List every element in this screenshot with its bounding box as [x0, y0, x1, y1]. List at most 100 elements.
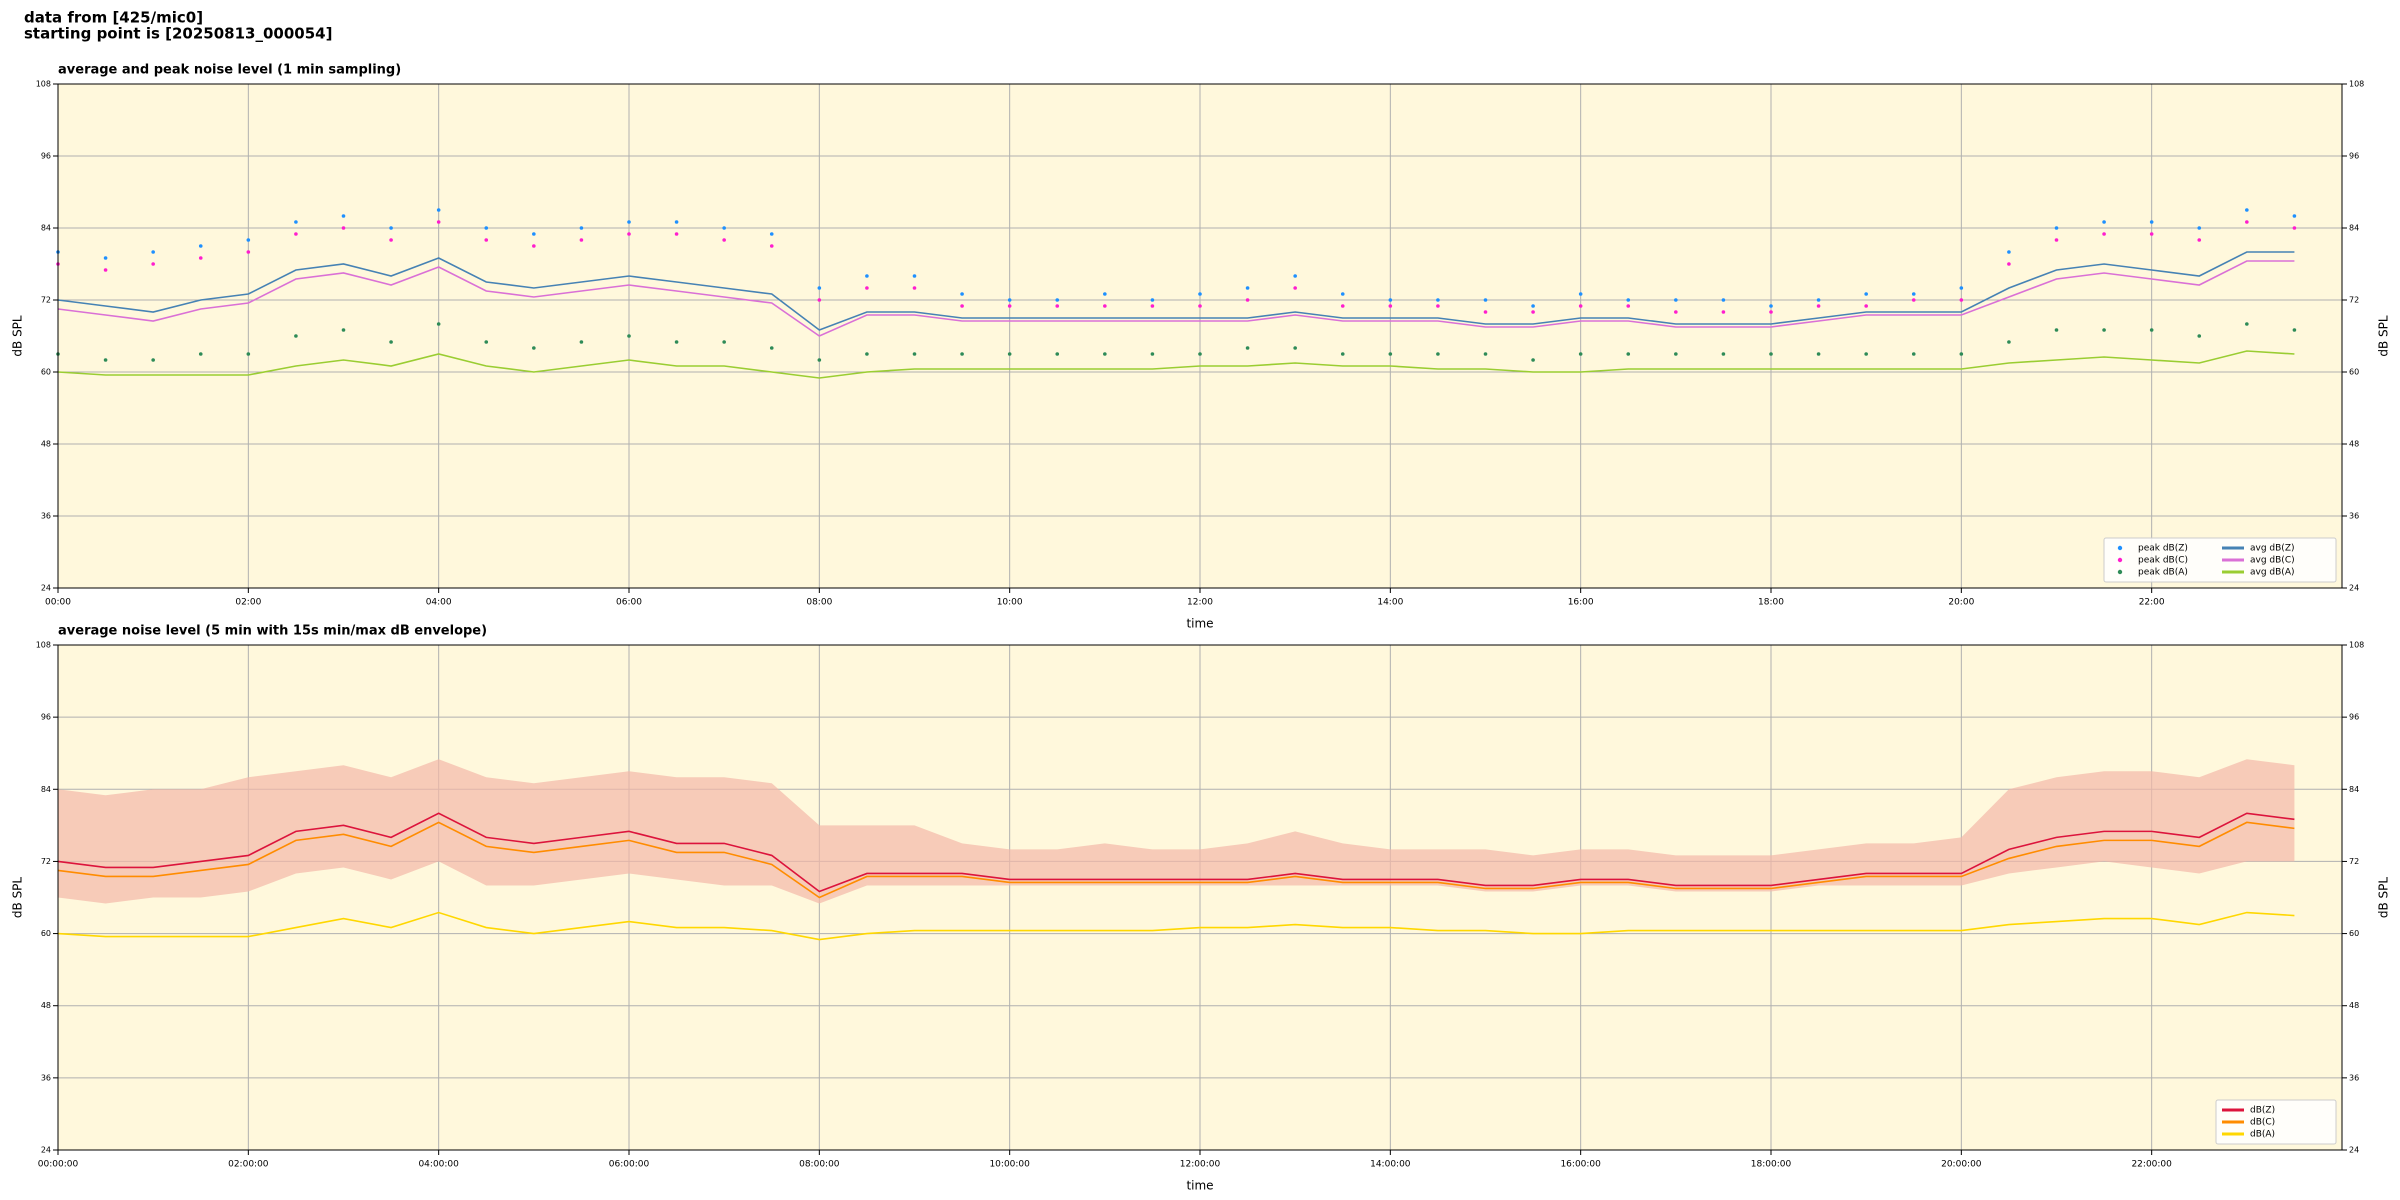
plot-frame	[57, 644, 2343, 1151]
x-tick-label: 02:00:00	[228, 1160, 269, 1170]
peak-dot	[1864, 352, 1868, 356]
peak-dot	[960, 292, 964, 296]
peak-dot	[865, 352, 869, 356]
y-axis-label: dB SPL	[11, 877, 25, 919]
peak-dot	[769, 346, 774, 350]
x-tick-label: 12:00:00	[1180, 1160, 1221, 1170]
x-axis-label: time	[1186, 1179, 1213, 1193]
legend-label: dB(A)	[2250, 1130, 2275, 1140]
peak-dot	[722, 340, 726, 344]
peak-dot	[389, 226, 393, 230]
y-tick-label-right: 108	[2349, 641, 2364, 650]
x-tick-label: 14:00:00	[1370, 1160, 1411, 1170]
legend-box	[2103, 537, 2337, 583]
peak-dot	[1578, 304, 1583, 308]
peak-dot	[2149, 220, 2154, 224]
peak-dot	[1531, 358, 1535, 362]
series-line	[57, 350, 2295, 379]
peak-dot	[436, 322, 441, 326]
x-tick-label: 20:00	[1948, 598, 1974, 608]
peak-dot	[2292, 214, 2297, 218]
x-tick-label: 06:00:00	[609, 1160, 650, 1170]
peak-dot	[1245, 298, 1250, 302]
peak-dot	[1198, 352, 1202, 356]
peak-dot	[1959, 352, 1964, 356]
peak-dot	[2054, 238, 2059, 242]
series-line	[57, 812, 2295, 893]
peak-dot	[294, 232, 298, 236]
peak-dot	[2245, 220, 2249, 224]
peak-dot	[198, 352, 203, 356]
peak-dot	[1626, 304, 1631, 308]
x-tick-label: 00:00:00	[38, 1160, 79, 1170]
peak-dot	[1816, 304, 1821, 308]
peak-dot	[103, 256, 108, 260]
peak-dot	[2102, 220, 2106, 224]
y-tick-label: 60	[41, 929, 51, 938]
peak-dot	[1578, 292, 1583, 296]
peak-dot	[1388, 352, 1393, 356]
peak-dot	[2054, 328, 2059, 332]
x-tick-label: 08:00	[806, 598, 832, 608]
peak-dot	[579, 238, 584, 242]
peak-dot	[1007, 298, 1012, 302]
peak-dot	[1436, 304, 1440, 308]
y-tick-label: 72	[41, 296, 51, 305]
peak-dot	[1340, 292, 1345, 296]
peak-dot	[1578, 352, 1583, 356]
peak-dot	[1959, 286, 1964, 290]
peak-dot	[2007, 250, 2011, 254]
peak-dot	[1626, 298, 1631, 302]
y-axis-label-right: dB SPL	[2377, 315, 2391, 357]
header-line: data from [425/mic0]	[24, 9, 203, 27]
y-tick-label-right: 48	[2349, 1001, 2359, 1010]
x-tick-label: 20:00:00	[1941, 1160, 1982, 1170]
y-tick-label-right: 60	[2349, 929, 2359, 938]
x-tick-label: 10:00:00	[989, 1160, 1030, 1170]
plot-frame	[57, 83, 2343, 589]
peak-dot	[1103, 304, 1107, 308]
peak-dot	[1626, 352, 1631, 356]
legend-label: avg dB(C)	[2250, 556, 2295, 566]
peak-dot	[579, 340, 584, 344]
legend-marker	[2117, 569, 2123, 575]
y-tick-label: 84	[41, 785, 51, 794]
peak-dot	[2149, 232, 2154, 236]
peak-dot	[627, 334, 631, 338]
peak-dot	[579, 226, 584, 230]
y-tick-label-right: 48	[2349, 440, 2359, 449]
peak-dot	[817, 286, 822, 290]
peak-dot	[1769, 310, 1773, 314]
peak-dot	[2245, 322, 2249, 326]
peak-dot	[1531, 304, 1535, 308]
peak-dot	[1483, 298, 1488, 302]
peak-dot	[1055, 298, 1060, 302]
peak-dot	[1816, 352, 1821, 356]
y-tick-label: 48	[41, 1001, 51, 1010]
peak-dot	[2292, 226, 2297, 230]
peak-dot	[246, 250, 251, 254]
peak-dot	[1436, 298, 1440, 302]
peak-dot	[1103, 352, 1107, 356]
peak-dot	[2245, 208, 2249, 212]
legend-marker	[2117, 545, 2123, 551]
peak-dot	[1007, 304, 1012, 308]
peak-dot	[1959, 298, 1964, 302]
peak-dot	[484, 238, 489, 242]
peak-dot	[1436, 352, 1440, 356]
peak-dot	[627, 232, 631, 236]
peak-dot	[2197, 238, 2202, 242]
peak-dot	[1674, 352, 1678, 356]
series-line	[57, 911, 2295, 941]
peak-dot	[151, 358, 155, 362]
y-tick-label-right: 108	[2349, 80, 2364, 89]
y-tick-label: 108	[36, 641, 51, 650]
y-tick-label: 108	[36, 80, 51, 89]
peak-dot	[2007, 262, 2011, 266]
peak-dot	[246, 238, 251, 242]
peak-dot	[722, 226, 726, 230]
y-tick-label: 96	[41, 152, 51, 161]
peak-dot	[2149, 328, 2154, 332]
y-tick-label: 84	[41, 224, 51, 233]
series-line	[57, 251, 2295, 331]
